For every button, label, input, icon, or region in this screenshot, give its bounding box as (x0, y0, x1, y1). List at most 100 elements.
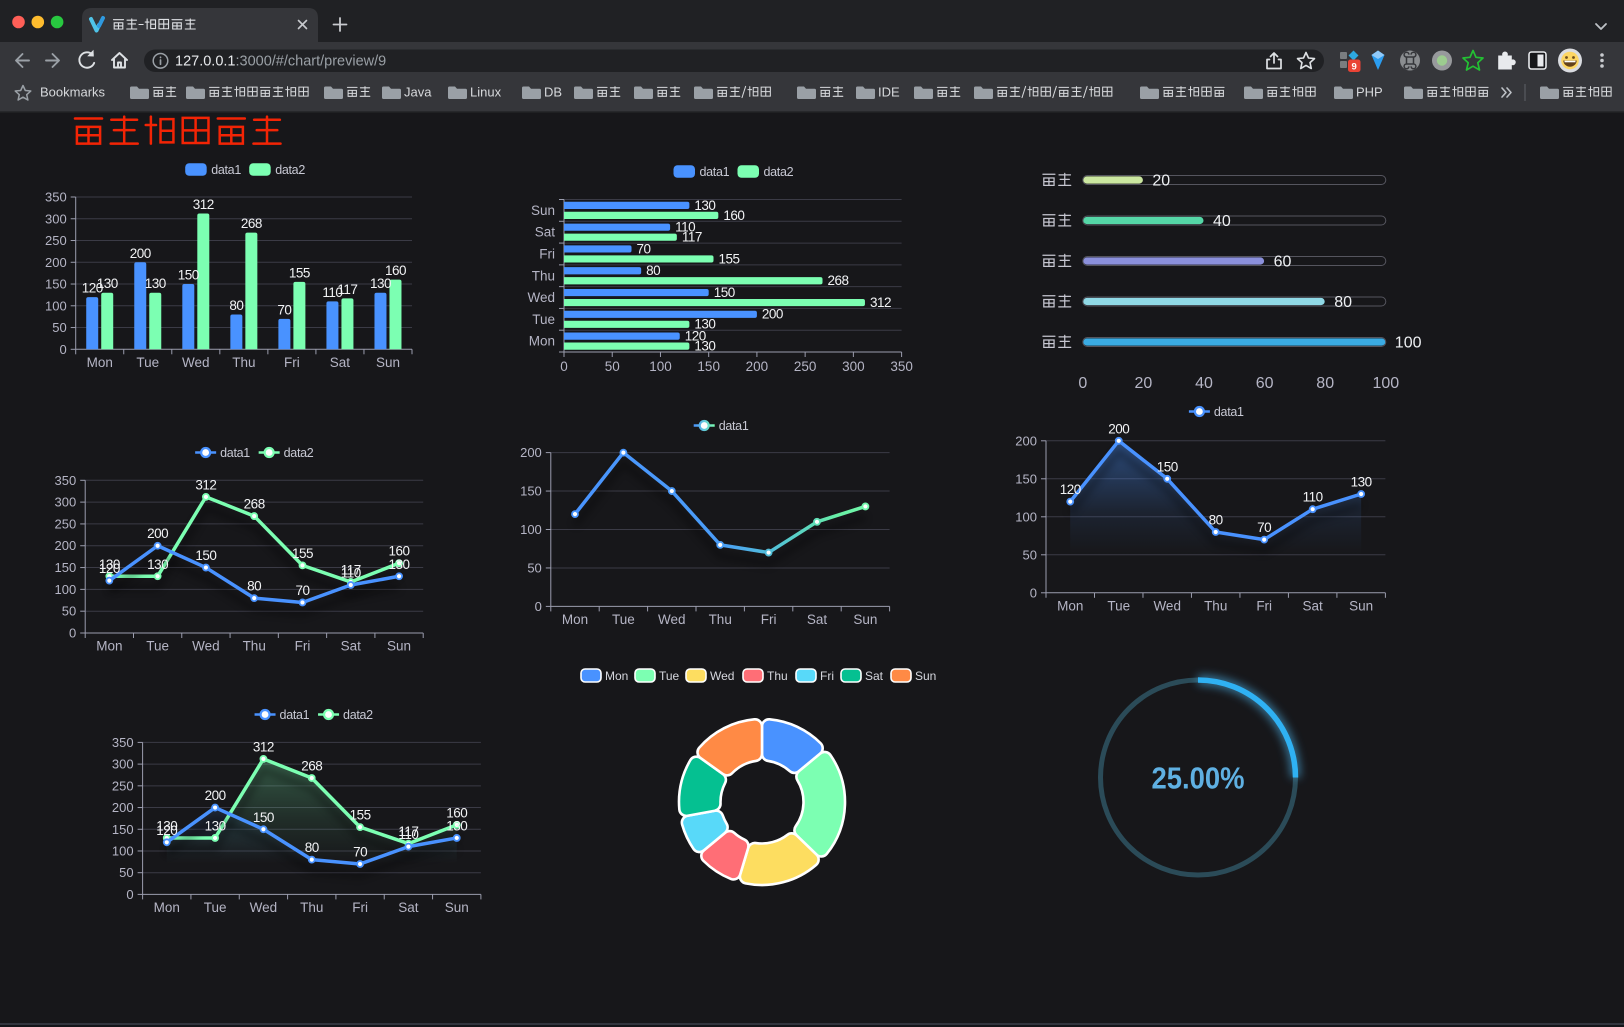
svg-text:300: 300 (842, 359, 865, 374)
svg-text:130: 130 (156, 818, 177, 833)
svg-text:70: 70 (637, 241, 651, 256)
svg-text:100: 100 (45, 298, 67, 313)
svg-text:150: 150 (54, 560, 76, 575)
svg-text:Wed: Wed (527, 290, 555, 305)
svg-text:Wed: Wed (1153, 598, 1181, 613)
svg-text:Sun: Sun (1349, 598, 1373, 613)
svg-text:160: 160 (389, 544, 410, 559)
svg-text:Tue: Tue (612, 612, 635, 627)
svg-text:312: 312 (253, 739, 274, 754)
svg-text:50: 50 (605, 359, 620, 374)
svg-text:70: 70 (295, 583, 309, 598)
svg-text:40: 40 (1213, 213, 1231, 230)
svg-text:130: 130 (694, 339, 715, 354)
svg-text:200: 200 (54, 538, 76, 553)
svg-text:50: 50 (119, 865, 133, 880)
svg-text:117: 117 (341, 562, 361, 577)
svg-text:Mon: Mon (1057, 598, 1083, 613)
svg-text:155: 155 (350, 808, 371, 823)
svg-text:Tue: Tue (532, 312, 555, 327)
svg-text:350: 350 (890, 359, 913, 374)
svg-text:Sat: Sat (341, 639, 362, 654)
svg-text:0: 0 (126, 887, 133, 902)
svg-text:250: 250 (45, 233, 67, 248)
svg-text:Java: Java (404, 85, 432, 100)
svg-text:50: 50 (52, 320, 66, 335)
svg-text:110: 110 (398, 827, 418, 842)
svg-text:200: 200 (112, 800, 134, 815)
svg-text:150: 150 (714, 285, 735, 300)
svg-text:150: 150 (45, 277, 67, 292)
svg-text:130: 130 (370, 276, 391, 291)
svg-text:20: 20 (1135, 375, 1153, 392)
svg-text:Fri: Fri (352, 900, 368, 915)
svg-text:Sat: Sat (535, 225, 556, 240)
svg-text:Thu: Thu (767, 669, 788, 683)
svg-text:Thu: Thu (232, 355, 255, 370)
svg-text:200: 200 (762, 307, 783, 322)
svg-text:100: 100 (520, 522, 542, 537)
svg-text:data2: data2 (284, 446, 314, 460)
svg-text:Sat: Sat (398, 900, 419, 915)
svg-text:150: 150 (253, 810, 274, 825)
svg-text:data2: data2 (275, 163, 305, 177)
svg-text:250: 250 (54, 516, 76, 531)
svg-text:20: 20 (1152, 173, 1170, 190)
svg-text:350: 350 (54, 473, 76, 488)
svg-text:268: 268 (241, 216, 262, 231)
svg-text:120: 120 (156, 823, 177, 838)
svg-text:Tue: Tue (204, 900, 227, 915)
svg-text:40: 40 (1195, 375, 1213, 392)
svg-text:50: 50 (1023, 547, 1037, 562)
svg-text:60: 60 (1274, 254, 1292, 271)
svg-text:PHP: PHP (1356, 85, 1383, 100)
svg-text:130: 130 (446, 818, 467, 833)
svg-text:Wed: Wed (710, 669, 734, 683)
svg-text:200: 200 (45, 255, 67, 270)
svg-text:127.0.0.1:3000/#/chart/preview: 127.0.0.1:3000/#/chart/preview/9 (175, 54, 386, 70)
svg-text:70: 70 (1257, 520, 1271, 535)
svg-text:130: 130 (99, 557, 120, 572)
svg-text:data1: data1 (211, 163, 241, 177)
svg-text:130: 130 (205, 818, 226, 833)
svg-text:268: 268 (301, 759, 322, 774)
svg-text:110: 110 (1303, 490, 1323, 505)
svg-text:150: 150 (520, 484, 542, 499)
svg-text:100: 100 (54, 582, 76, 597)
svg-text:Sat: Sat (865, 669, 884, 683)
svg-text:60: 60 (1256, 375, 1274, 392)
svg-text:350: 350 (45, 190, 67, 205)
svg-text:Mon: Mon (96, 639, 122, 654)
svg-text:50: 50 (527, 560, 541, 575)
svg-text:150: 150 (112, 822, 134, 837)
svg-text:Sun: Sun (531, 203, 555, 218)
svg-text:100: 100 (649, 359, 672, 374)
svg-text:150: 150 (1157, 459, 1178, 474)
svg-text:117: 117 (682, 230, 702, 245)
svg-text:130: 130 (694, 198, 715, 213)
svg-text:data1: data1 (700, 165, 730, 179)
svg-text:0: 0 (1078, 375, 1087, 392)
svg-text:100: 100 (1395, 335, 1422, 352)
svg-text:130: 130 (1351, 475, 1372, 490)
svg-text:160: 160 (446, 805, 467, 820)
svg-text:Thu: Thu (532, 268, 555, 283)
svg-text:Sat: Sat (1303, 598, 1324, 613)
svg-text:312: 312 (870, 295, 891, 310)
svg-text:DB: DB (544, 85, 562, 100)
svg-text:50: 50 (62, 604, 76, 619)
svg-text:Mon: Mon (562, 612, 588, 627)
svg-text:200: 200 (1015, 433, 1037, 448)
svg-text:Fri: Fri (820, 669, 834, 683)
svg-text:312: 312 (195, 477, 216, 492)
svg-text:Fri: Fri (295, 639, 311, 654)
svg-text:Thu: Thu (709, 612, 732, 627)
svg-text:200: 200 (205, 788, 226, 803)
svg-text:Fri: Fri (539, 246, 555, 261)
svg-text:80: 80 (1316, 375, 1334, 392)
svg-text:312: 312 (193, 197, 214, 212)
svg-text:data2: data2 (343, 708, 373, 722)
svg-text:data1: data1 (220, 446, 250, 460)
svg-text:Sun: Sun (387, 639, 411, 654)
svg-text:Wed: Wed (658, 612, 686, 627)
